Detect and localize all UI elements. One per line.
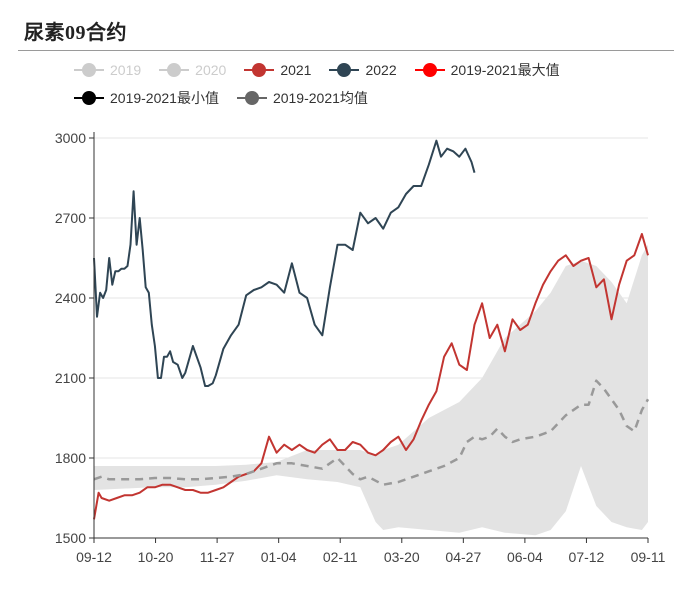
legend-row-2: 2019-2021最小值 2019-2021均值 xyxy=(74,84,674,112)
legend-row-1: 2019 2020 2021 2022 2019-2021最大值 xyxy=(74,56,674,84)
legend-marker-icon xyxy=(236,91,267,105)
x-tick-label: 09-11 xyxy=(631,549,666,565)
legend-label: 2019-2021均值 xyxy=(272,90,368,106)
legend-label: 2019-2021最小值 xyxy=(110,90,219,106)
title-divider xyxy=(18,50,674,51)
x-tick-label: 11-27 xyxy=(200,549,235,565)
x-tick-label: 07-12 xyxy=(569,549,605,565)
series-line-2022 xyxy=(93,139,476,387)
legend-marker-icon xyxy=(329,63,360,77)
legend-marker-icon xyxy=(74,91,104,105)
legend: 2019 2020 2021 2022 2019-2021最大值 2019-20… xyxy=(74,56,674,112)
x-tick-label: 09-12 xyxy=(76,549,112,565)
y-tick-label: 1500 xyxy=(55,530,86,546)
legend-marker-icon xyxy=(414,63,445,77)
legend-marker-icon xyxy=(74,63,104,77)
x-tick-label: 01-04 xyxy=(261,549,297,565)
x-tick-label: 06-04 xyxy=(507,549,543,565)
legend-label: 2019 xyxy=(110,62,142,78)
series-line-2021 xyxy=(93,233,649,520)
legend-label: 2020 xyxy=(195,62,227,78)
legend-item-2020[interactable]: 2020 xyxy=(159,62,226,78)
legend-item-max[interactable]: 2019-2021最大值 xyxy=(414,60,560,80)
series-line-2019-2021均值 xyxy=(93,379,650,486)
legend-marker-icon xyxy=(244,63,275,77)
y-tick-label: 3000 xyxy=(55,130,86,146)
x-tick-label: 02-11 xyxy=(323,549,358,565)
y-tick-label: 2100 xyxy=(55,370,86,386)
x-tick-label: 03-20 xyxy=(384,549,420,565)
range-band xyxy=(94,244,648,536)
legend-label: 2021 xyxy=(280,62,312,78)
legend-item-2019[interactable]: 2019 xyxy=(74,62,141,78)
legend-item-2021[interactable]: 2021 xyxy=(244,62,311,78)
legend-label: 2022 xyxy=(365,62,397,78)
legend-item-2022[interactable]: 2022 xyxy=(329,62,397,78)
y-tick-label: 1800 xyxy=(55,450,86,466)
chart-title: 尿素09合约 xyxy=(24,22,127,44)
y-tick-label: 2400 xyxy=(55,290,86,306)
x-tick-label: 04-27 xyxy=(445,549,481,565)
legend-marker-icon xyxy=(159,63,190,77)
legend-label: 2019-2021最大值 xyxy=(450,62,560,78)
y-tick-label: 2700 xyxy=(55,210,86,226)
legend-item-avg[interactable]: 2019-2021均值 xyxy=(236,88,368,108)
x-tick-label: 10-20 xyxy=(138,549,174,565)
legend-item-min[interactable]: 2019-2021最小值 xyxy=(74,88,219,108)
